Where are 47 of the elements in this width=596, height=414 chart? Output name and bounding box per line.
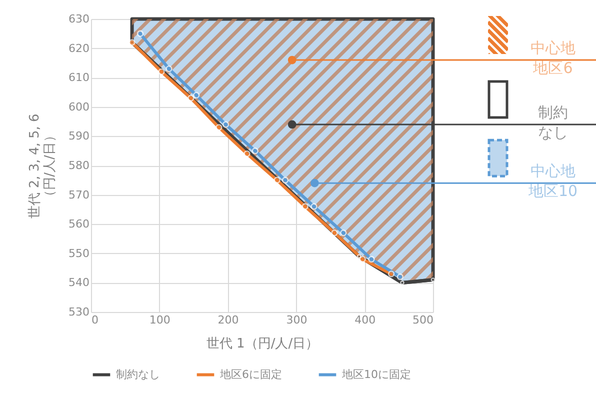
y-tick-label: 620 — [68, 42, 90, 55]
y-axis-title: 世代 2, 3, 4, 5, 6 （円/人/日） — [28, 114, 58, 218]
x-tick-label: 0 — [92, 314, 98, 326]
y-tick-label: 570 — [68, 188, 90, 202]
y-tick-label: 600 — [68, 100, 90, 114]
point — [166, 65, 172, 72]
x-tick-label: 200 — [218, 314, 239, 326]
ref-line-label: 制約なし — [538, 103, 568, 142]
point — [368, 256, 375, 263]
point — [356, 254, 362, 259]
point — [188, 94, 194, 102]
point — [158, 68, 165, 76]
legend-label: 地区10に固定 — [341, 368, 411, 381]
point — [222, 121, 230, 128]
y-tick-label: 610 — [68, 71, 90, 84]
point — [252, 148, 258, 154]
x-tick-label: 300 — [286, 314, 308, 326]
ref-line-label: 中心地地区10 — [527, 162, 578, 200]
x-axis-title: 世代 1（円/人/日） — [206, 336, 319, 352]
point — [244, 150, 250, 158]
y-tick-label: 560 — [68, 218, 90, 231]
point — [340, 230, 347, 236]
y-tick-label: 590 — [68, 130, 90, 143]
point — [396, 274, 404, 280]
point — [136, 30, 144, 37]
legend-label: 制約なし — [116, 368, 160, 381]
y-tick-label: 580 — [68, 159, 90, 172]
y-tick-label: 630 — [68, 12, 90, 26]
x-tick-label: 100 — [149, 314, 170, 326]
point — [310, 203, 318, 210]
x-tick-label: 500 — [412, 314, 434, 326]
point — [359, 256, 366, 263]
point — [400, 280, 404, 285]
point — [430, 278, 436, 282]
y-tick-label: 530 — [68, 306, 90, 318]
x-tick-label: 400 — [354, 314, 376, 326]
y-tick-label: 550 — [68, 246, 90, 260]
point — [302, 203, 308, 210]
legend-label: 地区6に固定 — [219, 368, 282, 381]
point — [388, 270, 395, 278]
point — [274, 176, 280, 184]
ref-line-label: 中心地地区6 — [530, 39, 576, 78]
point — [331, 230, 338, 236]
point — [282, 176, 289, 184]
point — [216, 124, 222, 131]
point — [192, 92, 200, 99]
y-tick-label: 540 — [68, 276, 90, 290]
